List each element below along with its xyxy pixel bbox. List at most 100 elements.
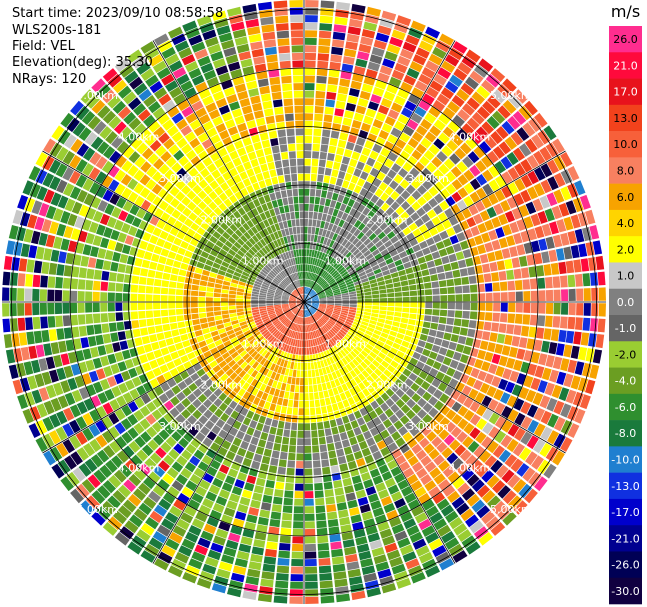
velocity-gate xyxy=(34,373,45,388)
velocity-gate xyxy=(299,279,302,287)
velocity-gate xyxy=(370,500,382,510)
velocity-gate xyxy=(325,310,333,315)
velocity-gate xyxy=(134,337,143,347)
velocity-gate xyxy=(495,464,509,478)
velocity-gate xyxy=(237,503,249,514)
velocity-gate xyxy=(338,219,345,228)
velocity-gate xyxy=(158,393,169,404)
velocity-gate xyxy=(451,179,463,191)
velocity-gate xyxy=(291,306,298,312)
velocity-gate xyxy=(145,294,153,302)
velocity-gate xyxy=(304,203,309,211)
velocity-gate xyxy=(333,290,341,294)
velocity-gate xyxy=(538,238,548,251)
velocity-gate xyxy=(239,321,247,327)
velocity-gate xyxy=(273,356,279,364)
velocity-gate xyxy=(347,396,355,406)
velocity-gate xyxy=(277,175,285,184)
velocity-gate xyxy=(313,211,318,220)
velocity-gate xyxy=(250,217,259,226)
velocity-gate xyxy=(279,334,285,342)
velocity-gate xyxy=(187,351,196,360)
velocity-gate xyxy=(287,220,292,228)
velocity-gate xyxy=(70,302,78,314)
velocity-gate xyxy=(258,347,266,355)
velocity-gate xyxy=(459,220,470,231)
velocity-gate xyxy=(12,379,23,395)
velocity-gate xyxy=(350,326,358,332)
velocity-gate xyxy=(396,15,412,27)
velocity-gate xyxy=(367,532,381,543)
velocity-gate xyxy=(337,385,344,394)
velocity-gate xyxy=(371,264,380,271)
velocity-gate xyxy=(320,270,327,277)
velocity-gate xyxy=(331,46,344,56)
velocity-gate xyxy=(289,275,294,282)
velocity-gate xyxy=(169,531,183,544)
velocity-gate xyxy=(411,87,424,99)
velocity-gate xyxy=(529,314,538,326)
velocity-gate xyxy=(256,71,268,80)
velocity-gate xyxy=(588,257,597,271)
velocity-gate xyxy=(173,443,185,455)
velocity-gate xyxy=(20,346,30,361)
velocity-gate xyxy=(224,188,234,198)
velocity-gate xyxy=(307,279,310,287)
velocity-gate xyxy=(200,221,210,231)
velocity-gate xyxy=(312,273,317,281)
velocity-gate xyxy=(500,392,511,404)
velocity-gate xyxy=(50,249,60,262)
velocity-gate xyxy=(344,205,352,214)
velocity-gate xyxy=(236,238,245,246)
velocity-gate xyxy=(552,234,563,248)
velocity-gate xyxy=(339,329,347,336)
velocity-gate xyxy=(192,398,202,409)
velocity-gate xyxy=(560,169,573,184)
velocity-gate xyxy=(325,309,333,313)
velocity-gate xyxy=(416,207,426,217)
velocity-gate xyxy=(162,119,175,131)
velocity-gate xyxy=(122,392,134,404)
velocity-gate xyxy=(440,302,448,309)
velocity-gate xyxy=(222,318,231,324)
velocity-gate xyxy=(228,294,236,299)
velocity-gate xyxy=(449,516,463,530)
velocity-gate xyxy=(550,262,560,275)
velocity-gate xyxy=(64,392,76,406)
velocity-gate xyxy=(329,257,335,265)
velocity-gate xyxy=(391,163,402,173)
velocity-gate xyxy=(332,313,340,318)
velocity-gate xyxy=(342,302,350,305)
velocity-gate xyxy=(592,240,603,255)
velocity-gate xyxy=(282,318,289,325)
velocity-gate xyxy=(363,479,374,489)
velocity-gate xyxy=(394,287,402,293)
velocity-gate xyxy=(215,175,226,186)
velocity-gate xyxy=(433,389,443,400)
velocity-gate xyxy=(370,223,379,232)
velocity-gate xyxy=(208,277,216,283)
velocity-gate xyxy=(167,216,177,226)
velocity-gate xyxy=(471,91,486,105)
velocity-gate xyxy=(266,234,273,243)
velocity-gate xyxy=(292,369,297,378)
velocity-gate xyxy=(255,422,264,432)
velocity-gate xyxy=(309,347,313,355)
velocity-gate xyxy=(274,292,282,296)
velocity-gate xyxy=(487,95,501,109)
velocity-gate xyxy=(497,105,511,119)
velocity-gate xyxy=(307,234,311,242)
velocity-gate xyxy=(301,310,304,317)
velocity-gate xyxy=(422,414,433,425)
velocity-gate xyxy=(507,182,519,195)
velocity-gate xyxy=(345,553,358,563)
velocity-gate xyxy=(348,269,357,276)
velocity-gate xyxy=(364,291,372,296)
velocity-gate xyxy=(245,144,255,154)
velocity-gate xyxy=(92,313,101,324)
velocity-gate xyxy=(485,516,501,531)
velocity-gate xyxy=(358,550,372,561)
velocity-gate xyxy=(415,449,427,461)
velocity-gate xyxy=(305,574,318,582)
velocity-gate xyxy=(376,423,386,433)
